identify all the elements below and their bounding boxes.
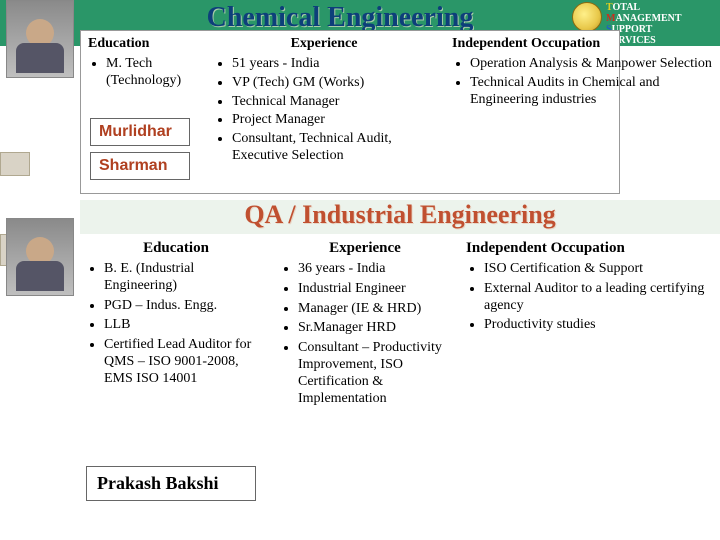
- logo-t-rest: OTAL: [613, 2, 641, 13]
- s1-exp-item: Project Manager: [232, 112, 434, 129]
- s1-occupation-heading: Independent Occupation: [452, 36, 712, 52]
- s2-education-heading: Education: [86, 240, 266, 257]
- s1-education-heading: Education: [88, 36, 208, 52]
- s2-exp-item: Consultant – Productivity Improvement, I…: [298, 340, 450, 407]
- s1-experience: Experience 51 years - India VP (Tech) GM…: [214, 36, 434, 167]
- decoration-box-1: [0, 152, 30, 176]
- s2-exp-item: Sr.Manager HRD: [298, 320, 450, 337]
- s2-edu-item: Certified Lead Auditor for QMS – ISO 900…: [104, 337, 266, 387]
- photo-person2: [6, 218, 74, 296]
- s2-exp-item: Manager (IE & HRD): [298, 301, 450, 318]
- s1-occupation: Independent Occupation Operation Analysi…: [452, 36, 712, 110]
- s1-education-item: M. Tech (Technology): [106, 56, 208, 90]
- person2-name: Prakash Bakshi: [86, 466, 256, 501]
- s2-occ-item: ISO Certification & Support: [484, 261, 710, 278]
- s2-experience: Experience 36 years - India Industrial E…: [280, 240, 450, 410]
- s2-occupation-heading: Independent Occupation: [466, 240, 710, 257]
- s1-exp-item: Technical Manager: [232, 94, 434, 111]
- s2-exp-item: 36 years - India: [298, 261, 450, 278]
- s1-education: Education M. Tech (Technology): [88, 36, 208, 92]
- s1-occ-item: Operation Analysis & Manpower Selection: [470, 56, 712, 73]
- logo-m-rest: ANAGEMENT: [615, 13, 681, 24]
- s2-experience-heading: Experience: [280, 240, 450, 257]
- s1-experience-heading: Experience: [214, 36, 434, 52]
- s2-education: Education B. E. (Industrial Engineering)…: [86, 240, 266, 391]
- s1-exp-item: 51 years - India: [232, 56, 434, 73]
- s1-exp-item: Consultant, Technical Audit, Executive S…: [232, 131, 434, 165]
- photo-person1: [6, 0, 74, 78]
- s2-edu-item: PGD – Indus. Engg.: [104, 298, 266, 315]
- person1-firstname: Murlidhar: [90, 118, 190, 146]
- s2-edu-item: LLB: [104, 317, 266, 334]
- s1-exp-item: VP (Tech) GM (Works): [232, 75, 434, 92]
- s2-occ-item: Productivity studies: [484, 317, 710, 334]
- logo-badge-icon: [572, 2, 602, 32]
- s2-occ-item: External Auditor to a leading certifying…: [484, 281, 710, 315]
- s2-edu-item: B. E. (Industrial Engineering): [104, 261, 266, 295]
- person1-lastname: Sharman: [90, 152, 190, 180]
- s1-occ-item: Technical Audits in Chemical and Enginee…: [470, 75, 712, 109]
- s2-exp-item: Industrial Engineer: [298, 281, 450, 298]
- section2-title: QA / Industrial Engineering: [80, 200, 720, 230]
- s2-occupation: Independent Occupation ISO Certification…: [466, 240, 710, 337]
